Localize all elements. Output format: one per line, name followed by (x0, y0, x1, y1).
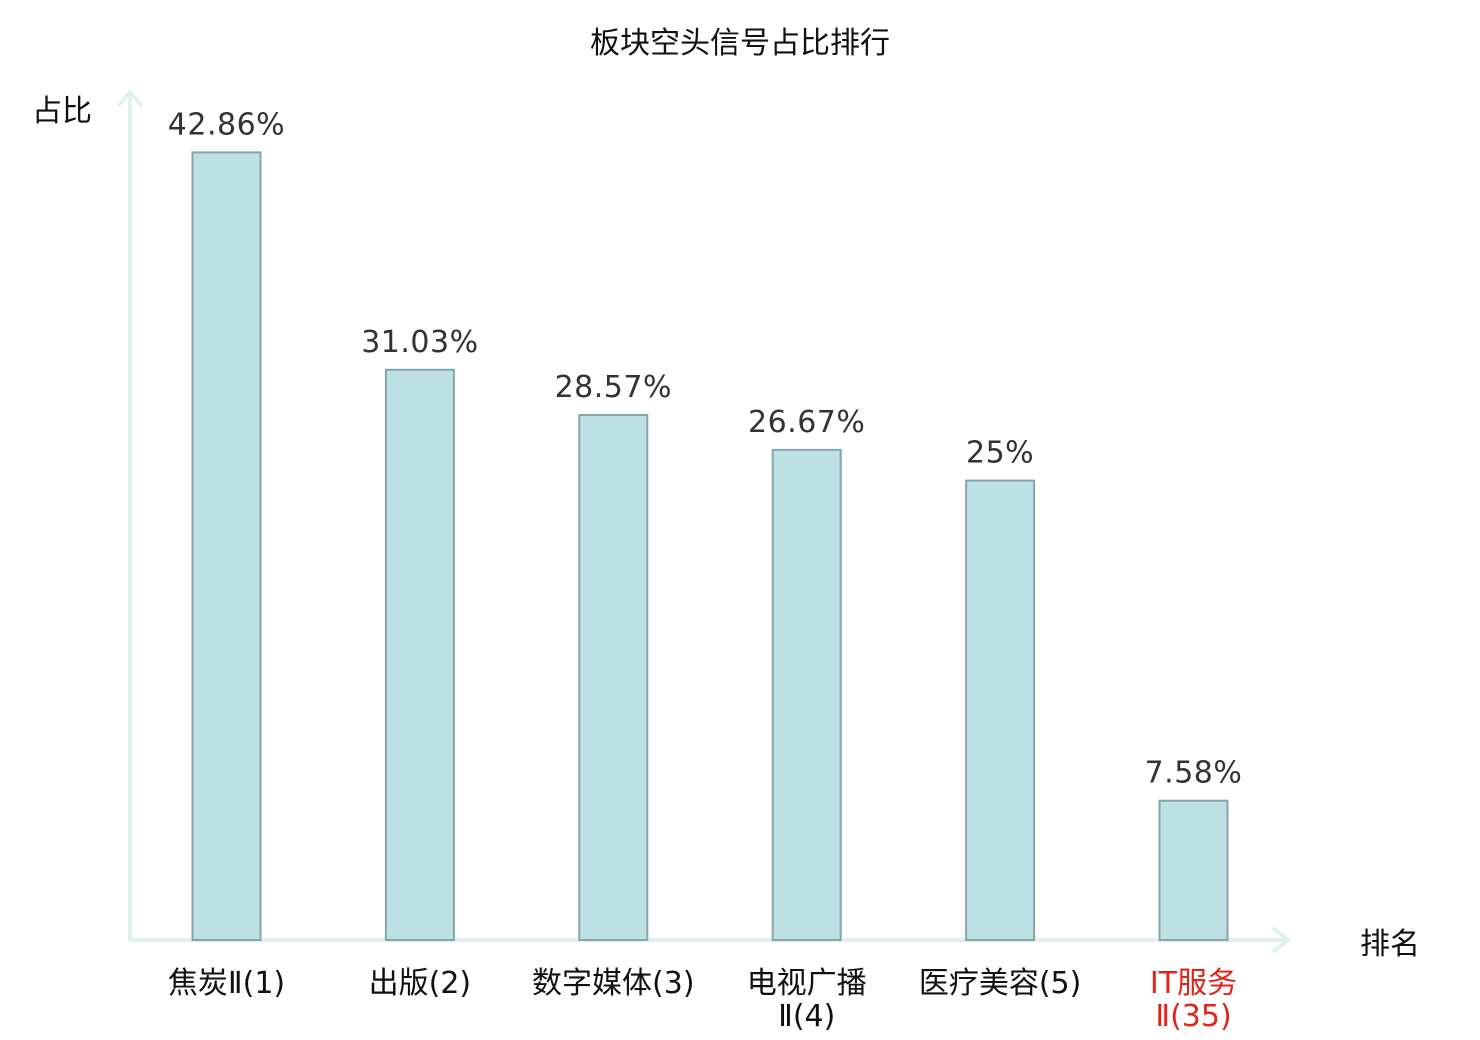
bars-group (191, 151, 1229, 942)
bar (965, 479, 1036, 941)
x-tick-label: 数字媒体(3) (532, 966, 695, 1001)
x-tick-label: 焦炭Ⅱ(1) (168, 966, 285, 1001)
bar (384, 368, 455, 941)
data-label: 42.86% (168, 107, 285, 142)
data-label: 26.67% (748, 405, 865, 440)
x-axis-label: 排名 (1360, 927, 1420, 962)
x-tick-label: Ⅱ(4) (778, 999, 835, 1034)
x-tick-label: IT服务 (1150, 966, 1237, 1001)
value-labels-group: 42.86% 31.03% 28.57% 26.67% 25% 7.58% (168, 107, 1243, 791)
data-label: 7.58% (1145, 756, 1243, 791)
x-tick-label: 电视广播 (747, 966, 867, 1001)
bar (1158, 799, 1229, 942)
data-label: 28.57% (555, 370, 672, 405)
bar (191, 151, 262, 941)
data-label: 25% (966, 436, 1034, 471)
bar (771, 448, 842, 941)
y-axis-label: 占比 (32, 94, 92, 129)
data-label: 31.03% (361, 325, 478, 360)
x-tick-label: 医疗美容(5) (919, 966, 1082, 1001)
x-axis-arrow-icon (1272, 927, 1290, 953)
y-axis-arrow-icon (117, 90, 143, 107)
x-tick-label: 出版(2) (369, 966, 472, 1001)
chart-title: 板块空头信号占比排行 (590, 26, 890, 61)
x-tick-label: Ⅱ(35) (1155, 999, 1231, 1034)
bar (578, 414, 649, 941)
